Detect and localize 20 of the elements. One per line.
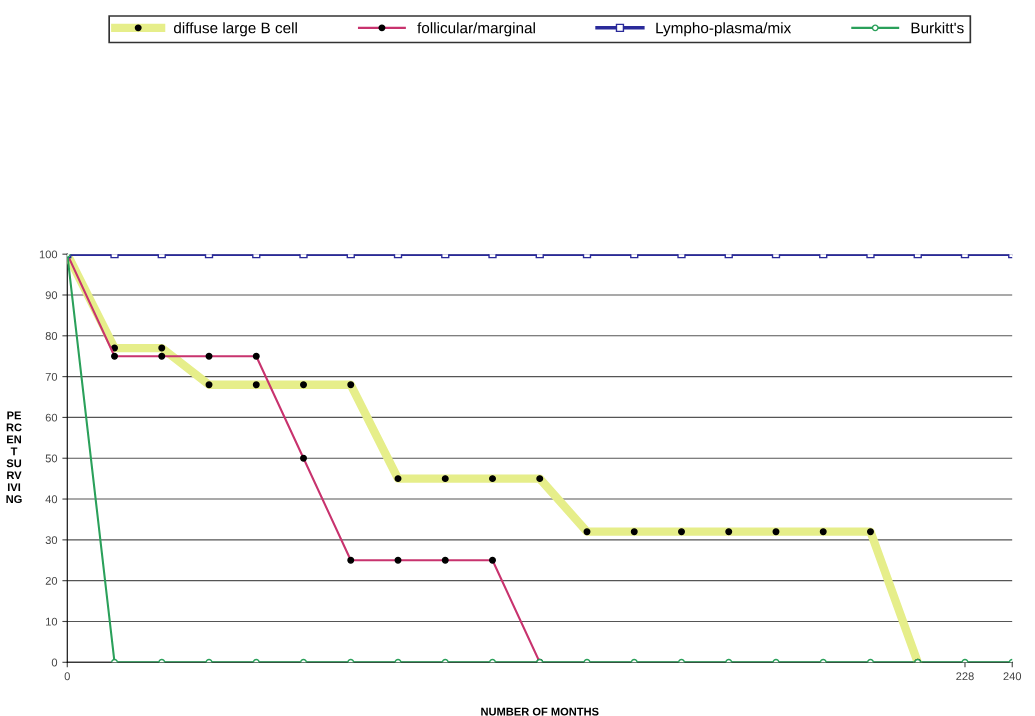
x-axis-title: NUMBER OF MONTHS bbox=[481, 707, 599, 716]
legend-label: diffuse large B cell bbox=[173, 22, 297, 37]
y-tick-label: 30 bbox=[45, 536, 58, 544]
y-tick-label: 90 bbox=[45, 291, 58, 300]
x-tick-label: 228 bbox=[956, 672, 974, 681]
legend-label: Burkitt's bbox=[911, 22, 964, 34]
y-axis-title: PE RC EN T SU RV IVI NG bbox=[6, 411, 22, 504]
y-tick-label: 50 bbox=[45, 454, 58, 463]
x-tick-label: 0 bbox=[64, 672, 70, 681]
y-tick-label: 70 bbox=[45, 372, 58, 381]
y-tick-label: 100 bbox=[39, 250, 58, 259]
x-tick-label: 240 bbox=[1003, 672, 1022, 681]
y-tick-label: 20 bbox=[45, 576, 58, 585]
y-tick-label: 10 bbox=[46, 617, 58, 626]
y-tick-label: 60 bbox=[45, 413, 58, 422]
y-tick-label: 0 bbox=[51, 658, 58, 667]
y-tick-label: 40 bbox=[45, 495, 58, 504]
legend-label: Lympho-plasma/mix bbox=[656, 22, 792, 37]
y-tick-label: 80 bbox=[45, 332, 58, 340]
legend-label: follicular/marginal bbox=[417, 22, 535, 37]
